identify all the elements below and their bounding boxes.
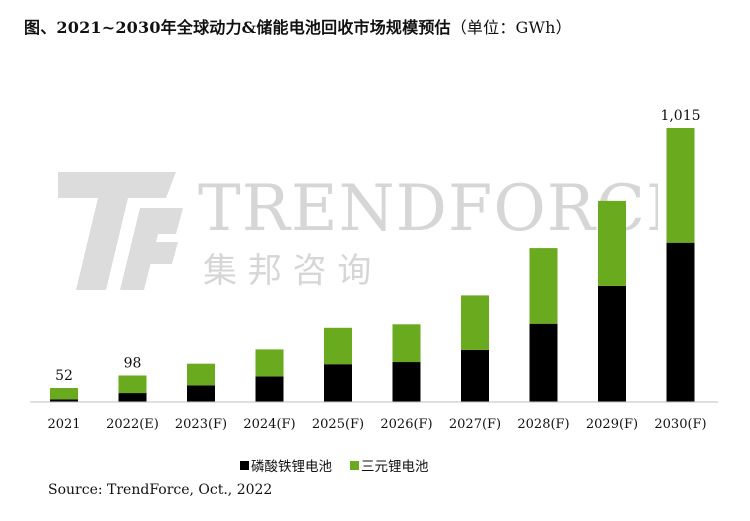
x-tick-label: 2023(F)	[175, 417, 227, 432]
bar-ternary-9	[666, 128, 695, 243]
bar-ternary-3	[255, 349, 284, 377]
x-tick-label: 2026(F)	[380, 417, 432, 432]
x-tick-label: 2021	[47, 417, 80, 432]
bar-ternary-4	[324, 327, 352, 365]
bar-lfp-2	[187, 385, 215, 402]
chart-title-main: 图、2021~2030年全球动力&储能电池回收市场规模预估	[24, 18, 451, 37]
chart-title-unit: （单位：GWh）	[450, 18, 572, 37]
x-tick-label: 2025(F)	[312, 417, 364, 432]
bar-total-label: 98	[124, 356, 142, 372]
bar-ternary-5	[392, 324, 421, 363]
bar-ternary-7	[529, 248, 558, 324]
data-labels: 52 98 1,015	[55, 108, 700, 384]
legend-swatch-lfp	[240, 460, 249, 470]
bar-ternary-6	[461, 295, 489, 350]
legend-swatch-ternary	[350, 460, 359, 470]
x-tick-label: 2030(F)	[654, 417, 706, 432]
x-tick-label: 2022(E)	[106, 417, 159, 432]
bar-lfp-1	[118, 393, 147, 402]
legend-item-lfp: 磷酸铁锂电池	[240, 455, 332, 475]
bar-total-label: 52	[55, 368, 73, 384]
bar-lfp-5	[392, 362, 421, 402]
bar-lfp-6	[461, 349, 489, 402]
bar-ternary-0	[50, 388, 78, 400]
bar-lfp-8	[598, 285, 626, 402]
bar-lfp-4	[324, 364, 352, 402]
bar-lfp-0	[50, 399, 78, 402]
bar-total-label: 1,015	[660, 108, 700, 124]
x-tick-label: 2028(F)	[517, 417, 569, 432]
legend-item-ternary: 三元锂电池	[350, 455, 429, 475]
chart-plot: 2021 2022(E) 2023(F) 2024(F) 2025(F) 2026(F) 2…	[30, 108, 718, 432]
source-note: Source: TrendForce, Oct., 2022	[48, 482, 273, 498]
bars-group	[50, 128, 695, 402]
legend: 磷酸铁锂电池 三元锂电池	[240, 455, 429, 475]
x-tick-label: 2027(F)	[449, 417, 501, 432]
bar-lfp-7	[529, 323, 558, 402]
category-labels: 2021 2022(E) 2023(F) 2024(F) 2025(F) 2026(F) 2…	[47, 417, 706, 432]
legend-label-ternary: 三元锂电池	[361, 459, 429, 475]
chart-title: 图、2021~2030年全球动力&储能电池回收市场规模预估（单位：GWh）	[24, 14, 572, 38]
bar-ternary-1	[118, 375, 147, 393]
x-tick-label: 2029(F)	[586, 417, 638, 432]
bar-ternary-2	[187, 363, 215, 386]
legend-label-lfp: 磷酸铁锂电池	[251, 459, 332, 475]
bar-lfp-9	[666, 242, 695, 402]
bar-lfp-3	[255, 376, 284, 402]
x-tick-label: 2024(F)	[243, 417, 295, 432]
bar-ternary-8	[598, 200, 626, 286]
